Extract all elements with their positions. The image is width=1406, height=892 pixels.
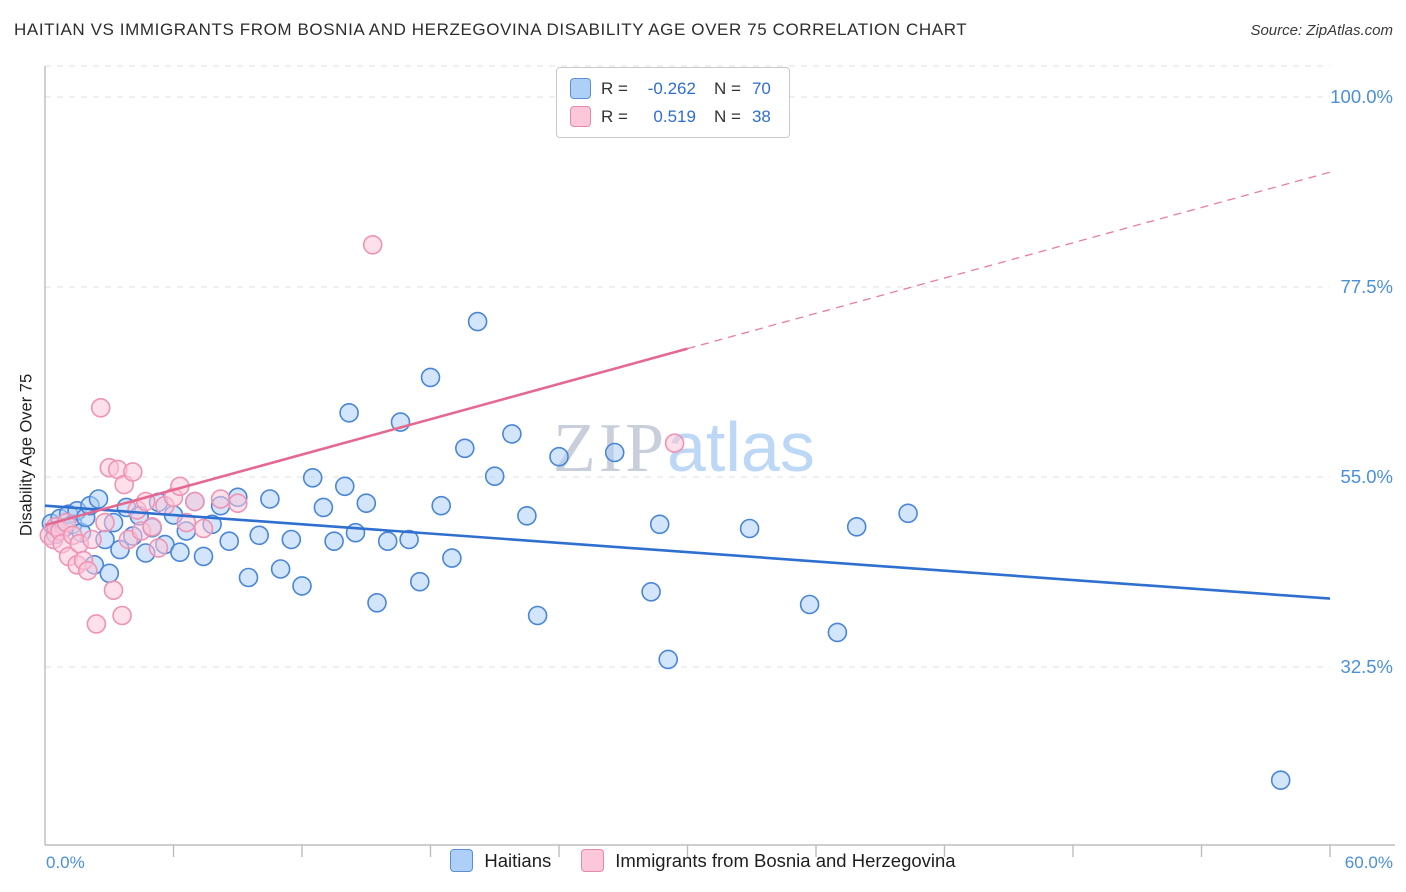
data-point-haitians [99, 563, 120, 584]
series-legend-haitians: Haitians [450, 849, 551, 872]
data-point-bosnia [142, 516, 162, 537]
data-point-haitians [517, 505, 537, 526]
correlation-legend-box: R = -0.262 N = 70 R = 0.519 N = 38 [556, 67, 790, 138]
data-point-bosnia [95, 512, 115, 533]
haitians-legend-swatch [450, 849, 474, 872]
data-point-haitians [649, 514, 670, 535]
data-point-haitians [420, 367, 441, 388]
data-point-bosnia [664, 433, 685, 454]
data-point-haitians [260, 489, 280, 509]
data-point-bosnia [112, 605, 132, 626]
watermark-atlas: atlas [667, 408, 815, 486]
y-tick-label: 77.5% [1341, 276, 1393, 297]
data-point-bosnia [103, 580, 124, 601]
data-point-bosnia [176, 512, 197, 533]
bosnia-swatch [570, 106, 591, 127]
trend-line-bosnia [44, 347, 688, 527]
watermark: ZIPatlas [553, 412, 815, 484]
data-point-haitians [1270, 770, 1291, 791]
r-label-haitians: R = [601, 78, 628, 98]
data-point-haitians [281, 529, 302, 550]
n-value-haitians: 70 [751, 78, 771, 98]
r-value-bosnia: 0.519 [653, 106, 696, 126]
data-point-bosnia [86, 614, 107, 634]
legend-row-bosnia: R = 0.519 N = 38 [570, 106, 771, 127]
data-point-haitians [431, 495, 452, 516]
y-tick-label: 55.0% [1341, 466, 1393, 487]
bosnia-legend-swatch [581, 849, 605, 872]
data-point-haitians [409, 571, 430, 592]
n-label-haitians: N = [713, 78, 741, 98]
data-point-bosnia [123, 462, 143, 482]
data-point-haitians [502, 424, 522, 444]
data-point-bosnia [362, 235, 383, 255]
page-title: HAITIAN VS IMMIGRANTS FROM BOSNIA AND HE… [14, 20, 968, 39]
data-point-haitians [467, 311, 488, 332]
legend-row-haitians: R = -0.262 N = 70 [570, 78, 771, 99]
data-point-haitians [377, 531, 398, 552]
data-point-haitians [356, 493, 377, 514]
data-point-haitians [324, 531, 344, 552]
data-point-haitians [641, 581, 661, 602]
data-point-haitians [302, 467, 323, 488]
series-legend: Haitians Immigrants from Bosnia and Herz… [0, 849, 1406, 872]
data-point-haitians [604, 442, 625, 463]
n-label-bosnia: N = [713, 106, 741, 126]
data-point-bosnia [228, 493, 248, 514]
data-point-bosnia [82, 529, 102, 550]
data-point-haitians [658, 649, 679, 670]
data-point-haitians [367, 592, 387, 613]
data-point-haitians [334, 476, 355, 497]
data-point-haitians [270, 559, 291, 579]
data-point-bosnia [185, 491, 205, 512]
y-axis-label: Disability Age Over 75 [17, 373, 36, 537]
series-legend-bosnia: Immigrants from Bosnia and Herzegovina [581, 849, 956, 872]
data-point-haitians [739, 518, 760, 539]
haitians-swatch [570, 78, 591, 99]
data-point-haitians [549, 446, 569, 467]
data-point-haitians [442, 548, 462, 568]
source-credit: Source: ZipAtlas.com [1250, 22, 1393, 39]
trend-line-extension-bosnia [687, 171, 1331, 350]
data-point-haitians [339, 402, 359, 423]
data-point-bosnia [210, 489, 231, 509]
data-point-haitians [238, 567, 259, 588]
r-label-bosnia: R = [601, 106, 628, 126]
data-point-haitians [898, 503, 918, 524]
r-value-haitians: -0.262 [647, 78, 696, 98]
data-point-haitians [454, 438, 475, 459]
haitians-legend-label: Haitians [484, 849, 552, 871]
data-point-haitians [399, 529, 419, 550]
n-value-bosnia: 38 [751, 106, 771, 126]
data-point-haitians [170, 542, 190, 563]
data-point-haitians [219, 531, 239, 552]
data-point-haitians [846, 516, 867, 537]
bosnia-legend-label: Immigrants from Bosnia and Herzegovina [615, 849, 956, 871]
data-point-bosnia [78, 560, 98, 581]
data-point-haitians [88, 489, 109, 509]
data-point-haitians [484, 466, 505, 487]
data-point-haitians [292, 576, 312, 596]
data-point-haitians [249, 525, 270, 546]
data-point-bosnia [90, 397, 111, 418]
x-axis-min-label: 0.0% [46, 853, 85, 872]
data-point-bosnia [148, 538, 169, 558]
y-tick-label: 100.0% [1330, 86, 1393, 107]
y-tick-label: 32.5% [1341, 656, 1393, 677]
data-point-haitians [827, 622, 848, 643]
trend-line-haitians [44, 504, 1331, 600]
data-point-haitians [527, 605, 548, 626]
x-axis-max-label: 60.0% [1344, 853, 1393, 872]
data-point-bosnia [193, 518, 214, 539]
data-point-haitians [799, 594, 820, 615]
data-point-haitians [313, 497, 334, 518]
data-point-haitians [193, 546, 214, 567]
